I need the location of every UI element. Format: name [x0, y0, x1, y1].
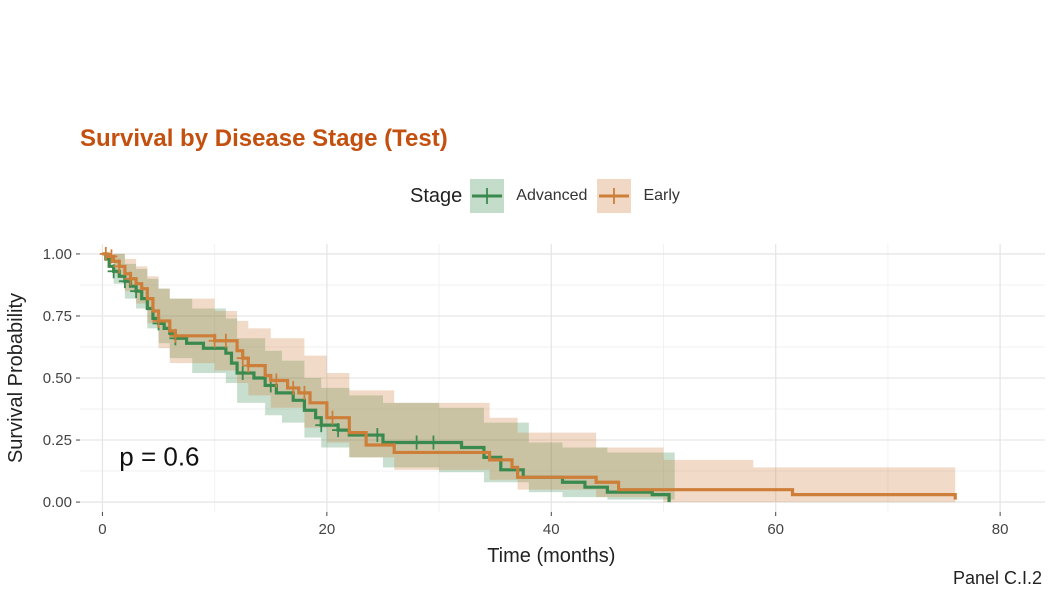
chart-title: Survival by Disease Stage (Test): [80, 125, 448, 152]
x-tick-label: 60: [767, 521, 784, 538]
legend-label-advanced: Advanced: [516, 187, 588, 204]
x-tick-label: 0: [98, 521, 106, 538]
ci-band-advanced: [102, 253, 675, 503]
legend-key-advanced: [470, 179, 505, 213]
legend: Stage Advanced Early: [410, 178, 690, 214]
x-tick-label: 20: [319, 521, 336, 538]
legend-item-early: Early: [597, 179, 680, 213]
y-axis-label: Survival Probability: [5, 293, 27, 463]
x-tick-label: 80: [992, 521, 1009, 538]
p-value-annotation: p = 0.6: [119, 441, 199, 471]
y-tick-label: 0.00: [43, 494, 72, 511]
y-tick-label: 0.75: [43, 308, 72, 325]
x-axis-label: Time (months): [487, 545, 615, 567]
x-tick-label: 40: [543, 521, 560, 538]
y-tick-label: 0.25: [43, 432, 72, 449]
legend-key-early: [597, 179, 632, 213]
legend-title: Stage: [410, 184, 463, 207]
y-tick-label: 1.00: [43, 246, 72, 263]
panel-caption: Panel C.I.2: [952, 568, 1042, 588]
legend-item-advanced: Advanced: [470, 179, 587, 213]
legend-swatch-advanced: [470, 179, 505, 213]
legend-swatch-early: [597, 179, 632, 213]
ci-band-early: [102, 253, 956, 503]
legend-label-early: Early: [643, 187, 680, 204]
y-tick-label: 0.50: [43, 370, 72, 387]
